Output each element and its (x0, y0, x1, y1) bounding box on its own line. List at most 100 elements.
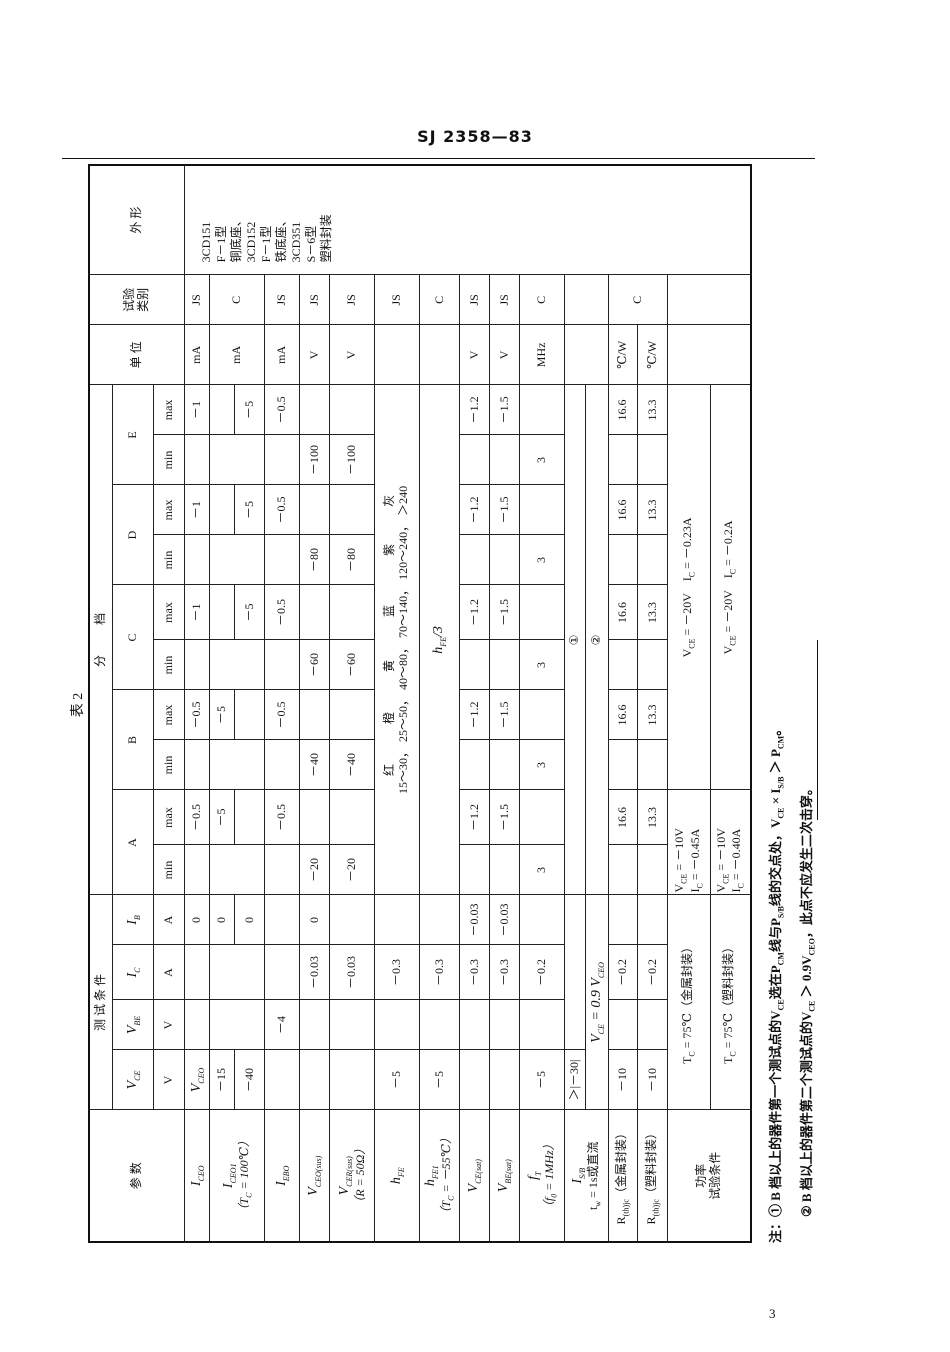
vbe-cell (299, 1000, 330, 1050)
vce-cell: VCEO (184, 1050, 210, 1110)
c-max-cell: －5 (234, 584, 265, 640)
condition-cell: VCE = 0.9 VCEO (585, 894, 609, 1110)
b-max-cell (234, 689, 265, 740)
vce-cell: －40 (234, 1050, 265, 1110)
grade-color: 红 (382, 763, 397, 776)
param-cell: hFE1 （TC = －55℃） (419, 1110, 460, 1242)
ib-cell: 0 (184, 894, 210, 945)
page-number: 3 (769, 1306, 776, 1321)
shape-line: F－1型 (214, 225, 228, 263)
d-max-cell (299, 484, 330, 535)
e-max-cell (519, 384, 565, 435)
vce-cell: ＞|－30| (564, 1050, 586, 1110)
vce-cell (489, 1050, 520, 1110)
unit-cell (374, 324, 420, 385)
a-max-cell (329, 789, 375, 845)
ib-cell (637, 894, 668, 945)
ic-cell: －0.3 (459, 945, 490, 1000)
param-note: （TC = －55℃） (439, 1131, 456, 1220)
vbe-cell (489, 1000, 520, 1050)
unit-ic: A (153, 945, 185, 1000)
grade-color: 橙 (382, 711, 397, 724)
d-min-cell (489, 534, 520, 585)
a-max-cell (234, 789, 265, 845)
param-cell: VCE(sat) (459, 1110, 490, 1242)
shape-line: 3CD351 (289, 221, 303, 263)
header-conditions: 测 试 条 件 (89, 894, 113, 1110)
condition-line: VCE = －10V (672, 828, 689, 893)
ic-cell: －0.03 (329, 945, 375, 1000)
a-min-cell (459, 844, 490, 895)
param-cell: R(th)jc（金属封装） (608, 1110, 638, 1242)
grade-range: 灰＞240 (382, 486, 411, 516)
param-symbol: fT (525, 1171, 543, 1180)
shape-line: S－6型 (304, 225, 318, 263)
vbe-cell (374, 1000, 420, 1050)
grade-range-value: 120～240， (396, 519, 410, 580)
vbe-cell (209, 1000, 265, 1050)
grade-range-value: 70～140， (396, 583, 410, 638)
e-min-cell (184, 434, 210, 485)
c-min-cell (608, 639, 638, 690)
header-shape: 外 形 (89, 164, 185, 275)
param-cell: 功率 试验条件 (667, 1110, 751, 1242)
d-max-cell: －0.5 (264, 484, 300, 535)
d-max-cell: 13.3 (637, 484, 668, 535)
header-min: min (153, 534, 185, 585)
grade-range: 蓝 70～140， (382, 583, 411, 638)
header-min: min (153, 844, 185, 895)
d-min-cell (637, 534, 668, 585)
class-cell: JS (329, 274, 375, 325)
grade-bcde-condition: VCE = －20V IC = －0.2A (710, 384, 751, 790)
header-test-class-line: 类别 (136, 287, 150, 312)
header-row: 参 数 测 试 条 件 分 档 单 位 试验 类别 外 形 (89, 164, 185, 1242)
d-min-cell (459, 534, 490, 585)
header-test-class: 试验 类别 (89, 274, 185, 325)
class-cell: JS (374, 274, 420, 325)
header-unit: 单 位 (89, 324, 185, 385)
e-min-cell (209, 434, 265, 485)
param-cell: ICEO (184, 1110, 210, 1242)
grade-color: 紫 (382, 543, 397, 556)
d-max-cell (329, 484, 375, 535)
class-cell: JS (459, 274, 490, 325)
vce-cell: －5 (519, 1050, 565, 1110)
shape-line: 3CD151 (199, 221, 213, 263)
table-row: hFE －5 －0.3 红 15～30， 橙 25～50， 黄 40～80， 蓝 70～… (374, 165, 420, 1242)
b-max-cell: －0.5 (184, 689, 210, 740)
class-cell (564, 274, 609, 325)
unit-cell (667, 324, 751, 385)
shape-line: 铁底座、 (274, 214, 288, 263)
a-max-cell: －0.5 (264, 789, 300, 845)
vbe-cell (459, 1000, 490, 1050)
e-min-cell (637, 434, 668, 485)
class-cell: C (608, 274, 668, 325)
grade-range-value: 25～50， (396, 693, 410, 742)
vce-cell (264, 1050, 300, 1110)
vce-cell: －10 (637, 1050, 668, 1110)
header-grade-b: B (112, 689, 154, 790)
unit-cell: V (459, 324, 490, 385)
header-max: max (153, 384, 185, 435)
e-min-cell (459, 434, 490, 485)
table-row: R(th)jc（金属封装） －10 －0.2 16.6 16.6 16.6 16… (608, 165, 668, 1242)
class-cell: C (209, 274, 265, 325)
e-min-cell (489, 434, 520, 485)
vce-cell: －15 (209, 1050, 235, 1110)
d-max-cell: －5 (234, 484, 265, 535)
unit-cell: ℃/W (608, 324, 638, 385)
b-min-cell (264, 739, 300, 790)
class-cell: C (419, 274, 460, 325)
ib-cell: 0 (299, 894, 330, 945)
ic-cell: －0.2 (637, 945, 668, 1000)
condition-cell: TC = 75℃（塑料封装） (710, 894, 751, 1110)
d-min-cell (209, 534, 265, 585)
b-max-cell: 16.6 (608, 689, 638, 740)
condition-line: IC = －0.40A (729, 828, 746, 893)
ic-cell (264, 945, 300, 1000)
header-grades: 分 档 (89, 384, 113, 895)
c-min-cell (489, 639, 520, 690)
table-row: VCEO(sus) －0.03 0 －20 －40 －60 －80 －100 V… (299, 165, 330, 1242)
table-row: VCER(sus) （R = 50Ω） －0.03 －20 －40 －60 －80… (329, 165, 375, 1242)
d-max-cell: －1.5 (489, 484, 520, 535)
